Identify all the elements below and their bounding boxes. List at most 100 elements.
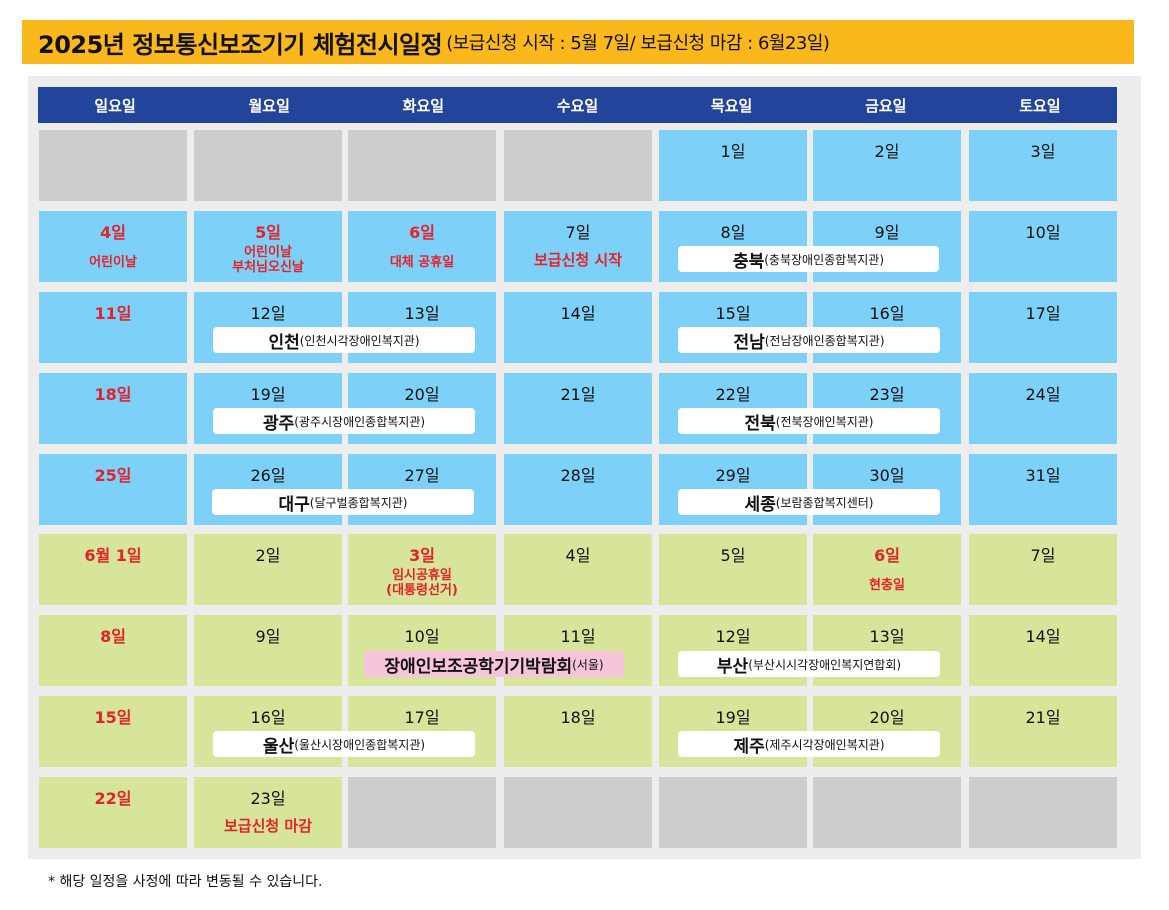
- application-end-note: 보급신청 마감: [223, 817, 313, 835]
- weekday-thu: 목요일: [710, 96, 753, 115]
- day-number: 6월 1일: [84, 546, 142, 565]
- event-region: 전북: [744, 413, 776, 434]
- event-venue: (울산시장애인종합복지관): [294, 737, 426, 752]
- event-assistive-tech-expo: 장애인보조공학기기박람회 (서울): [364, 651, 624, 677]
- day-number: 8일: [100, 627, 126, 646]
- calendar-cell: 17일: [969, 292, 1117, 363]
- event-region: 장애인보조공학기기박람회: [384, 656, 573, 677]
- event-jeonbuk: 전북 (전북장애인복지관): [678, 408, 940, 434]
- event-venue: (보람종합복지센터): [775, 495, 874, 510]
- calendar-cell: 5일: [659, 534, 807, 605]
- day-number: 20일: [404, 385, 440, 404]
- day-number: 6일: [409, 223, 435, 242]
- application-start-note: 보급신청 시작: [533, 251, 623, 269]
- event-region: 세종: [744, 494, 776, 515]
- calendar-cell: 25일: [39, 454, 187, 525]
- calendar-cell: 18일: [504, 696, 652, 767]
- day-number: 5일: [255, 223, 281, 242]
- calendar-cell: 11일: [39, 292, 187, 363]
- day-number: 1일: [720, 142, 746, 161]
- event-sejong: 세종 (보람종합복지센터): [678, 489, 940, 515]
- weekday-sun: 일요일: [94, 96, 136, 115]
- event-region: 광주: [262, 413, 295, 434]
- event-region: 충북: [732, 251, 765, 272]
- calendar-cell: 9일: [194, 615, 342, 686]
- calendar-cell: 18일: [39, 373, 187, 444]
- day-number: 10일: [1025, 223, 1061, 242]
- event-daegu: 대구 (달구벌종합복지관): [212, 489, 474, 515]
- weekday-wed: 수요일: [556, 96, 599, 115]
- day-number: 26일: [250, 466, 286, 485]
- holiday-note-line: (대통령선거): [386, 583, 458, 598]
- calendar-cell: 14일: [504, 292, 652, 363]
- footnote: * 해당 일정을 사정에 따라 변동될 수 있습니다.: [48, 874, 323, 890]
- day-number: 11일: [94, 304, 132, 323]
- calendar-cell: 24일: [969, 373, 1117, 444]
- day-number: 15일: [94, 708, 132, 727]
- event-venue: (달구벌종합복지관): [309, 495, 408, 510]
- event-region: 전남: [733, 332, 765, 353]
- calendar-cell-empty: [194, 130, 342, 201]
- day-number: 20일: [869, 708, 905, 727]
- calendar-cell: 10일: [969, 211, 1117, 282]
- day-number: 25일: [94, 466, 132, 485]
- event-venue: (광주시장애인종합복지관): [294, 414, 426, 429]
- event-venue: (인천시각장애인복지관): [299, 333, 420, 348]
- calendar-cell-empty: [39, 130, 187, 201]
- event-incheon: 인천 (인천시각장애인복지관): [213, 327, 475, 353]
- calendar-cell: 4일 어린이날: [39, 211, 187, 282]
- calendar-cell-empty: [504, 130, 652, 201]
- calendar-cell: 1일: [659, 130, 807, 201]
- day-number: 3일: [1030, 142, 1056, 161]
- day-number: 9일: [874, 223, 900, 242]
- event-chungbuk: 충북 (충북장애인종합복지관): [678, 246, 939, 272]
- day-number: 3일: [409, 546, 435, 565]
- holiday-note-line: 임시공휴일: [392, 568, 452, 583]
- calendar-cell: 21일: [969, 696, 1117, 767]
- event-busan: 부산 (부산시시각장애인복지연합회): [678, 651, 940, 677]
- day-number: 13일: [404, 304, 440, 323]
- day-number: 16일: [250, 708, 286, 727]
- calendar-cell: 4일: [504, 534, 652, 605]
- calendar-cell: 5일 어린이날 부처님오신날: [194, 211, 342, 282]
- event-venue: (충북장애인종합복지관): [764, 252, 885, 267]
- day-number: 23일: [869, 385, 905, 404]
- event-venue: (부산시시각장애인복지연합회): [748, 657, 902, 672]
- day-number: 10일: [404, 627, 440, 646]
- day-number: 27일: [404, 466, 440, 485]
- day-number: 16일: [869, 304, 905, 323]
- event-venue: (제주시각장애인복지관): [764, 737, 885, 752]
- day-number: 28일: [560, 466, 596, 485]
- day-number: 18일: [560, 708, 596, 727]
- day-number: 31일: [1025, 466, 1061, 485]
- day-number: 19일: [715, 708, 751, 727]
- calendar-cell-empty: [348, 130, 496, 201]
- calendar-cell: 14일: [969, 615, 1117, 686]
- calendar-cell-empty: [659, 777, 807, 848]
- day-number: 23일: [250, 789, 286, 808]
- event-region: 울산: [262, 736, 295, 757]
- calendar-cell: 2일: [194, 534, 342, 605]
- day-number: 7일: [1030, 546, 1056, 565]
- day-number: 2일: [255, 546, 281, 565]
- holiday-note-line: 어린이날: [244, 245, 292, 260]
- calendar-cell: 6월 1일: [39, 534, 187, 605]
- weekday-fri: 금요일: [865, 96, 907, 115]
- weekday-header: 일요일 월요일 화요일 수요일 목요일 금요일 토요일: [38, 87, 1117, 123]
- day-number: 14일: [560, 304, 596, 323]
- day-number: 29일: [715, 466, 751, 485]
- day-number: 15일: [715, 304, 751, 323]
- day-number: 17일: [404, 708, 440, 727]
- day-number: 6일: [874, 546, 900, 565]
- calendar-cell: 3일 임시공휴일 (대통령선거): [348, 534, 496, 605]
- event-region: 부산: [716, 656, 749, 677]
- day-number: 30일: [869, 466, 905, 485]
- day-number: 21일: [1025, 708, 1061, 727]
- event-ulsan: 울산 (울산시장애인종합복지관): [213, 731, 475, 757]
- weekday-tue: 화요일: [402, 96, 445, 115]
- calendar-cell: 31일: [969, 454, 1117, 525]
- page-title: 2025년 정보통신보조기기 체험전시일정: [38, 30, 443, 59]
- holiday-note: 대체 공휴일: [389, 255, 455, 270]
- event-venue: (전북장애인복지관): [775, 414, 874, 429]
- calendar-cell: 6일 현충일: [813, 534, 961, 605]
